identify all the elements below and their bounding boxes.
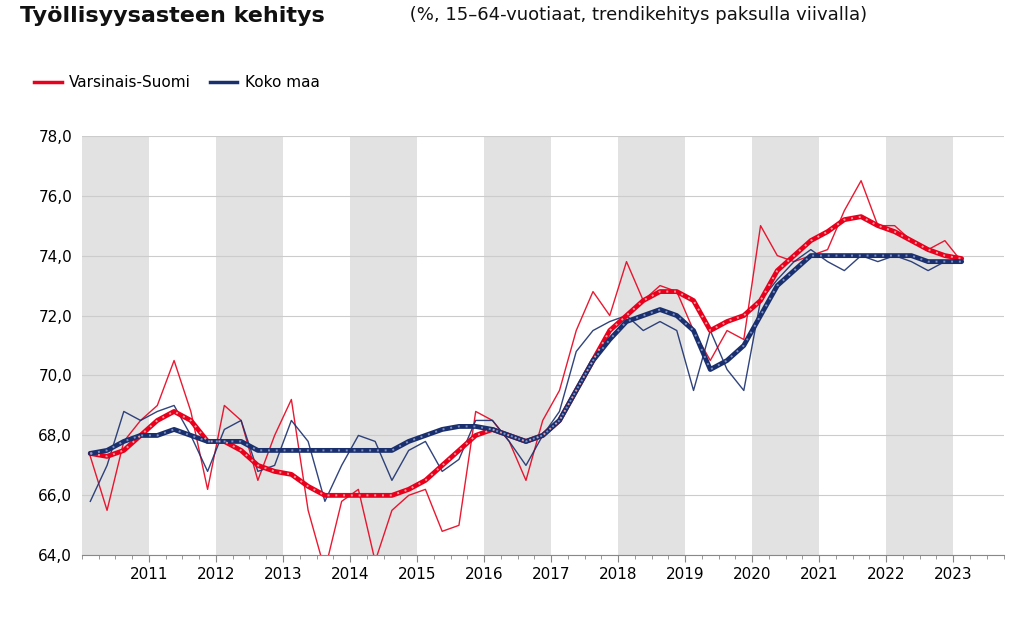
Bar xyxy=(216,136,283,555)
Bar xyxy=(484,136,551,555)
Text: Työllisyysasteen kehitys: Työllisyysasteen kehitys xyxy=(20,6,326,26)
Bar xyxy=(618,136,685,555)
Text: (%, 15–64-vuotiaat, trendikehitys paksulla viivalla): (%, 15–64-vuotiaat, trendikehitys paksul… xyxy=(404,6,867,24)
Bar xyxy=(82,136,148,555)
Legend: Varsinais-Suomi, Koko maa: Varsinais-Suomi, Koko maa xyxy=(28,69,326,97)
Bar xyxy=(753,136,819,555)
Bar xyxy=(886,136,953,555)
Bar xyxy=(350,136,417,555)
